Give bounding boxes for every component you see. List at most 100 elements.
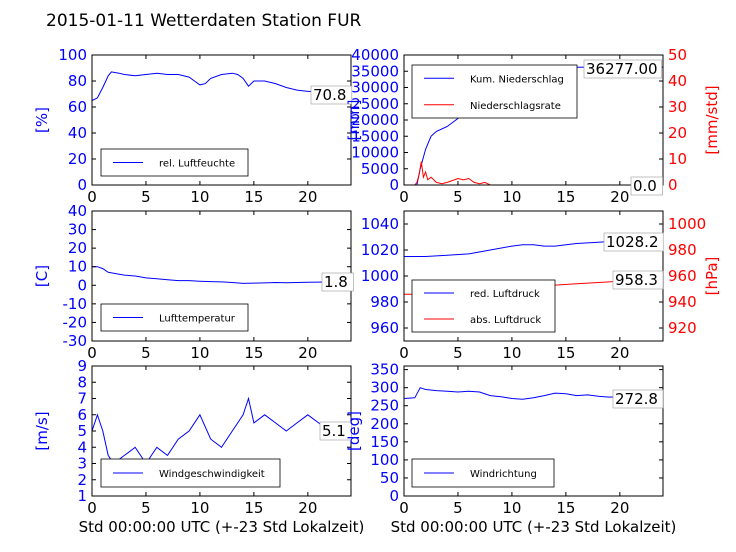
x-tick-label: 5	[141, 188, 151, 206]
y-tick-label: 7	[77, 390, 87, 408]
y-axis-label: [mm]	[345, 100, 363, 141]
panel-temperature: 0 5 10 15 20-30-20-10010203040[C]Lufttempera…	[33, 202, 354, 362]
y-tick-label: -10	[63, 295, 88, 313]
x-tick-label: 0	[399, 499, 409, 517]
y2-axis-label: [mm/std]	[703, 85, 721, 154]
value-annotation: 5.1	[322, 422, 346, 440]
x-tick-label: 20	[298, 499, 317, 517]
legend-label: Niederschlagsrate	[470, 101, 561, 112]
y-tick-label: 40000	[351, 46, 399, 64]
y-tick-label: 25000	[351, 95, 399, 113]
legend-label: Windgeschwindigkeit	[159, 469, 265, 480]
value-annotation-box	[321, 272, 354, 292]
y-tick-label: 30	[68, 221, 87, 239]
value-annotation-box	[630, 176, 663, 196]
panel-pressure: 0 5 10 15 20 960 980 1000 1020 1040 920 940 960 980 10…	[361, 210, 721, 362]
y-tick-label: 30000	[351, 79, 399, 97]
y2-tick-label: 30	[668, 98, 687, 116]
y2-tick-label: 980	[668, 241, 697, 259]
legend-box	[411, 64, 578, 119]
legend-label: abs. Luftdruck	[470, 315, 541, 326]
y-tick-label: 20000	[351, 111, 399, 129]
legend: Kum. Niederschlag Niederschlagsrate	[411, 64, 578, 119]
x-tick-label: 0	[87, 344, 97, 362]
y-tick-label: 250	[370, 397, 399, 415]
value-annotation: 1028.2	[606, 233, 659, 251]
series-line-humidity-0	[91, 71, 352, 101]
value-annotation-box	[310, 85, 353, 105]
x-tick-label: 15	[244, 499, 263, 517]
x-tick-label: 10	[502, 499, 521, 517]
y-tick-label: 15000	[351, 127, 399, 145]
series-line-wind_speed-0	[91, 396, 352, 465]
y-tick-label: 0	[77, 276, 87, 294]
y-tick-label: 5	[77, 422, 87, 440]
legend: red. Luftdruck abs. Luftdruck	[411, 279, 556, 333]
series-group	[92, 266, 351, 284]
series-line-precipitation-1	[404, 161, 663, 186]
y-tick-label: 6	[77, 406, 87, 424]
legend: Windrichtung	[411, 458, 555, 488]
x-tick-label: 5	[453, 188, 463, 206]
x-tick-label: 0	[87, 188, 97, 206]
y2-tick-label: 20	[668, 124, 687, 142]
y-tick-label: 300	[370, 379, 399, 397]
y-tick-label: 100	[58, 46, 87, 64]
y-tick-label: 10	[68, 258, 87, 276]
x-tick-label: 5	[453, 499, 463, 517]
y-tick-label: 80	[68, 72, 87, 90]
legend-box	[411, 279, 556, 333]
value-annotation: 272.8	[615, 390, 658, 408]
plot-frame	[403, 365, 664, 497]
y2-tick-label: 960	[668, 267, 697, 285]
y-tick-label: 40	[68, 124, 87, 142]
value-annotation: 36277.00	[586, 60, 658, 78]
y-tick-label: 35000	[351, 62, 399, 80]
y-tick-label: 20	[68, 150, 87, 168]
value-annotation-box	[603, 232, 664, 252]
chart-title: 2015-01-11 Wetterdaten Station FUR	[46, 11, 362, 31]
y-tick-label: 0	[77, 176, 87, 194]
series-line-temperature-0	[92, 266, 351, 284]
y-axis-label: [m/s]	[33, 411, 51, 450]
x-tick-label: 20	[610, 344, 629, 362]
y2-tick-label: 50	[668, 46, 687, 64]
y2-tick-label: 940	[668, 293, 697, 311]
y-axis-label: [C]	[33, 265, 51, 287]
y-tick-label: 50	[380, 469, 399, 487]
x-tick-label: 15	[244, 344, 263, 362]
y-tick-label: 60	[68, 98, 87, 116]
x-tick-label: 10	[190, 499, 209, 517]
y-tick-label: 8	[77, 373, 87, 391]
y-axis-label: [%]	[33, 107, 51, 133]
y-tick-label: 980	[370, 293, 399, 311]
legend-label: rel. Luftfeuchte	[159, 159, 235, 170]
x-tick-label: 0	[87, 499, 97, 517]
x-tick-label: 5	[453, 344, 463, 362]
y-tick-label: 0	[389, 487, 399, 505]
x-tick-label: 15	[244, 188, 263, 206]
y-tick-label: 0	[389, 176, 399, 194]
legend-label: Windrichtung	[470, 469, 537, 480]
x-tick-label: 15	[556, 499, 575, 517]
x-tick-label: 20	[298, 344, 317, 362]
legend: Lufttemperatur	[100, 303, 249, 332]
y-tick-label: 4	[77, 438, 87, 456]
value-annotation-box	[583, 59, 662, 79]
y-tick-label: 2	[77, 471, 87, 489]
x-tick-label: 5	[141, 344, 151, 362]
legend-label: Kum. Niederschlag	[470, 74, 564, 85]
legend-label: red. Luftdruck	[470, 289, 540, 300]
y-tick-label: 200	[370, 415, 399, 433]
x-axis-label: Std 00:00:00 UTC (+-23 Std Lokalzeit)	[79, 518, 365, 536]
x-axis-label: Std 00:00:00 UTC (+-23 Std Lokalzeit)	[391, 518, 677, 536]
y2-tick-label: 0	[668, 176, 678, 194]
value-annotation-box	[612, 389, 664, 409]
value-annotation-box	[612, 270, 664, 290]
x-tick-label: 20	[610, 188, 629, 206]
x-tick-label: 10	[502, 344, 521, 362]
x-tick-label: 0	[399, 188, 409, 206]
y-tick-label: 960	[370, 319, 399, 337]
